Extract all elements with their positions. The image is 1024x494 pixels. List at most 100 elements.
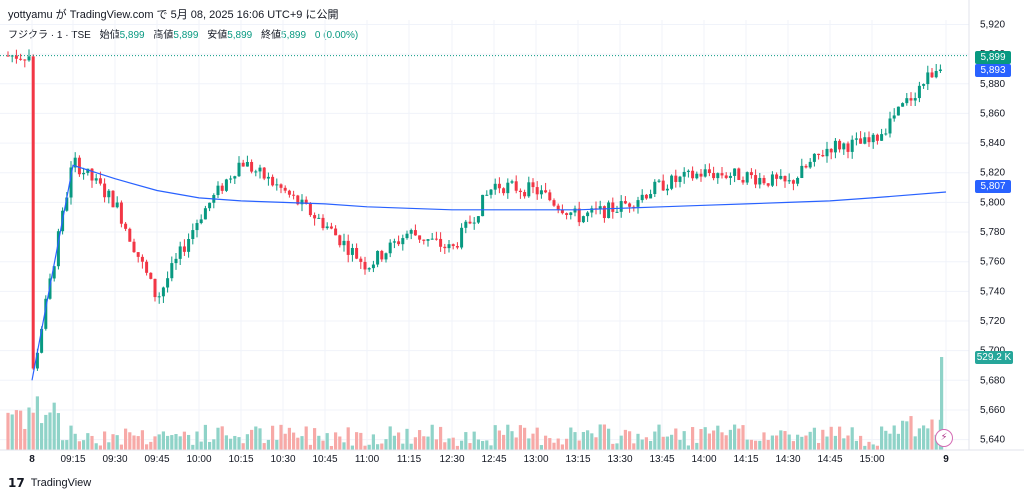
- volume-bar: [153, 436, 157, 450]
- candle: [468, 215, 472, 225]
- time-tick-label: 14:45: [817, 454, 842, 465]
- candle: [103, 178, 107, 203]
- volume-bar: [896, 433, 900, 450]
- time-tick-label: 09:30: [102, 454, 127, 465]
- candle: [581, 215, 585, 224]
- candle: [132, 238, 136, 253]
- volume-bar: [40, 423, 44, 450]
- time-tick-label: 12:45: [481, 454, 506, 465]
- candle: [535, 181, 539, 200]
- candle: [153, 278, 157, 302]
- price-axis: 5,9205,9005,8805,8605,8405,8205,8005,780…: [980, 19, 1005, 445]
- candle: [220, 183, 224, 194]
- volume-bar: [695, 442, 699, 450]
- symbol-label[interactable]: フジクラ · 1 · TSE: [8, 30, 91, 41]
- candle: [653, 179, 657, 198]
- volume-bar: [292, 432, 296, 450]
- candle: [741, 176, 745, 185]
- time-tick-label: 11:15: [397, 454, 422, 465]
- candle: [674, 169, 678, 188]
- candle: [926, 65, 930, 91]
- candle: [800, 158, 804, 179]
- volume-bar: [69, 425, 73, 450]
- candle: [607, 200, 611, 219]
- volume-bar: [460, 440, 464, 450]
- candle: [434, 231, 438, 241]
- price-tick-label: 5,660: [980, 405, 1005, 416]
- candle: [556, 203, 560, 214]
- candle: [464, 219, 468, 234]
- candle: [388, 239, 392, 258]
- candle: [472, 217, 476, 230]
- tradingview-logo-icon: 17: [8, 476, 25, 490]
- volume-bar: [770, 435, 774, 450]
- candle: [174, 253, 178, 270]
- volume-bar: [287, 427, 291, 450]
- volume-bar: [539, 445, 543, 450]
- volume-bar: [531, 433, 535, 450]
- candle: [476, 215, 480, 224]
- candle: [691, 166, 695, 181]
- candle: [371, 260, 375, 273]
- price-tick-label: 5,740: [980, 286, 1005, 297]
- candle: [749, 168, 753, 179]
- volume-bar: [367, 444, 371, 450]
- ma-price-badge: 5,807: [975, 180, 1011, 193]
- volume-bar: [506, 424, 510, 450]
- open-value: 5,899: [119, 30, 145, 41]
- candle: [6, 51, 10, 57]
- close-label: 終値: [261, 30, 282, 41]
- candle: [686, 169, 690, 178]
- candle: [233, 175, 237, 185]
- candle: [241, 159, 245, 167]
- candle: [359, 256, 363, 269]
- candle: [447, 239, 451, 253]
- volume-bar: [493, 425, 497, 450]
- volume-bar: [174, 434, 178, 450]
- time-tick-label: 10:30: [270, 454, 295, 465]
- volume-bar: [804, 435, 808, 450]
- volume-bar: [271, 425, 275, 450]
- candle: [724, 172, 728, 180]
- candle: [905, 92, 909, 106]
- time-tick-label: 14:15: [733, 454, 758, 465]
- volume-bar: [107, 442, 111, 450]
- candle: [770, 171, 774, 188]
- volume-bar: [35, 396, 39, 450]
- volume-bar: [829, 426, 833, 450]
- candle: [783, 175, 787, 188]
- volume-bar: [455, 445, 459, 450]
- volume-bar: [355, 432, 359, 450]
- volume-bar: [607, 428, 611, 450]
- volume-bar: [161, 431, 165, 450]
- volume-bar: [594, 437, 598, 450]
- volume-bar: [304, 426, 308, 450]
- candle: [863, 132, 867, 145]
- volume-bar: [485, 440, 489, 450]
- volume-bar: [44, 414, 48, 450]
- volume-bar: [182, 431, 186, 450]
- candle: [271, 174, 275, 187]
- candle: [922, 83, 926, 89]
- volume-bar: [619, 435, 623, 450]
- candle: [439, 232, 443, 252]
- candle: [283, 185, 287, 194]
- volume-bar: [392, 435, 396, 450]
- candle: [615, 205, 619, 213]
- candle: [342, 233, 346, 252]
- bolt-icon[interactable]: ⚡: [935, 429, 953, 447]
- candle: [451, 243, 455, 250]
- volume-bar: [233, 435, 237, 450]
- candle: [367, 267, 371, 272]
- volume-bar: [178, 436, 182, 450]
- candle: [136, 252, 140, 263]
- volume-bar: [649, 440, 653, 450]
- price-tick-label: 5,780: [980, 227, 1005, 238]
- candle: [850, 135, 854, 159]
- volume-bar: [850, 427, 854, 450]
- volume-bar: [707, 433, 711, 450]
- volume-badge: 529.2 K: [975, 351, 1013, 364]
- volume-bar: [867, 441, 871, 450]
- volume-bar: [325, 433, 329, 450]
